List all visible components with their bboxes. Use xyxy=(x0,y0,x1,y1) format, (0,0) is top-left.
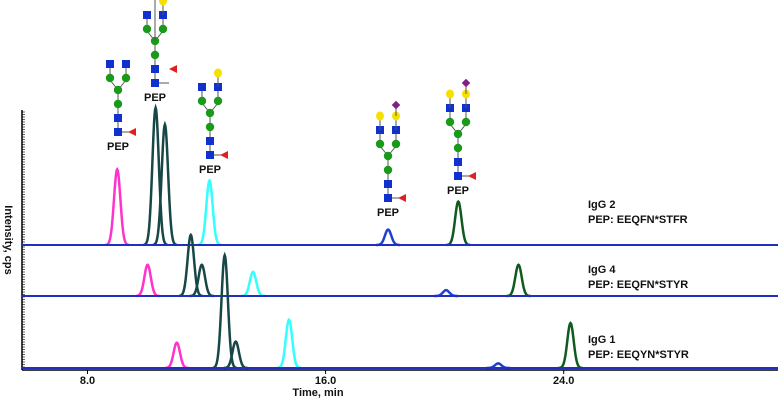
glycan-sugar xyxy=(205,122,215,132)
glycan-sia xyxy=(461,78,471,88)
glycan-sugar xyxy=(205,108,215,118)
glycan-sugar xyxy=(113,99,123,109)
x-tick-label: 16.0 xyxy=(315,375,336,387)
glycan-sugar xyxy=(383,165,393,175)
glycan-sugar xyxy=(375,139,385,149)
panel-label: IgG 1 xyxy=(588,334,616,346)
peak xyxy=(446,199,471,247)
panel-peptide: PEP: EEQYN*STYR xyxy=(588,349,689,361)
panel-peptide: PEP: EEQFN*STYR xyxy=(588,279,688,291)
glycan-glcnac xyxy=(454,158,462,166)
glycan-sugar xyxy=(383,151,393,161)
peak xyxy=(135,263,160,298)
glycan-glcnac xyxy=(384,194,392,202)
glycan-label: PEP xyxy=(447,185,469,197)
glycan-sugar xyxy=(113,85,123,95)
glycan-glcnac xyxy=(122,60,130,68)
glycan-glcnac xyxy=(143,11,151,19)
glycan-gal xyxy=(214,68,222,78)
glycan-sugar xyxy=(105,73,115,83)
glycan-label: PEP xyxy=(144,92,166,104)
glycan-glcnac xyxy=(151,79,159,87)
glycan-sugar xyxy=(150,50,160,60)
peak xyxy=(152,120,178,247)
glycan-sugar xyxy=(461,117,471,127)
peak xyxy=(276,317,302,370)
glycan-label: PEP xyxy=(107,141,129,153)
glycan-sugar xyxy=(391,139,401,149)
glycan-glcnac xyxy=(206,151,214,159)
glycan-fucose xyxy=(220,151,228,159)
peak xyxy=(143,103,168,247)
glycan-fucose xyxy=(398,194,406,202)
x-tick-label: 24.0 xyxy=(553,375,574,387)
x-tick-label: 8.0 xyxy=(80,375,95,387)
peak xyxy=(223,340,248,370)
glycan xyxy=(105,60,136,136)
glycan xyxy=(375,100,406,202)
glycan-fucose xyxy=(468,172,476,180)
glycan xyxy=(445,78,476,180)
glycan-glcnac xyxy=(106,60,114,68)
x-axis-label: Time, min xyxy=(292,387,343,399)
peak xyxy=(241,270,265,298)
glycan-fucose xyxy=(169,65,177,73)
glycan-sugar xyxy=(213,96,223,106)
glycan-sugar xyxy=(142,24,152,34)
glycan-sugar xyxy=(453,143,463,153)
glycan-sugar xyxy=(158,24,168,34)
peak xyxy=(212,251,237,370)
peak xyxy=(189,263,214,298)
glycan-sugar xyxy=(445,117,455,127)
glycan xyxy=(197,68,228,159)
peak xyxy=(376,228,401,247)
glycan-gal xyxy=(446,89,454,99)
glycan-glcnac xyxy=(384,180,392,188)
glycan-glcnac xyxy=(151,65,159,73)
panel-label: IgG 2 xyxy=(588,199,616,211)
glycan-glcnac xyxy=(114,128,122,136)
glycan-label: PEP xyxy=(199,164,221,176)
glycan-sugar xyxy=(121,73,131,83)
glycan-sia xyxy=(391,100,401,110)
peak xyxy=(164,341,189,370)
glycan-glcnac xyxy=(114,114,122,122)
peak xyxy=(558,321,583,370)
peak xyxy=(105,166,130,247)
peak xyxy=(197,178,222,247)
glycan-sugar xyxy=(197,96,207,106)
panel-peptide: PEP: EEQFN*STFR xyxy=(588,214,688,226)
y-axis-label: Intensity, cps xyxy=(2,205,14,274)
glycan-gal xyxy=(159,0,167,6)
glycan xyxy=(142,0,177,87)
peak xyxy=(506,263,531,298)
glycan-label: PEP xyxy=(377,207,399,219)
glycan-sugar xyxy=(453,129,463,139)
glycan-fucose xyxy=(128,128,136,136)
glycan-glcnac xyxy=(206,137,214,145)
peak xyxy=(178,232,203,298)
glycan-glcnac xyxy=(198,83,206,91)
panel-label: IgG 4 xyxy=(588,264,616,276)
glycan-gal xyxy=(376,111,384,121)
glycan-glcnac xyxy=(454,172,462,180)
